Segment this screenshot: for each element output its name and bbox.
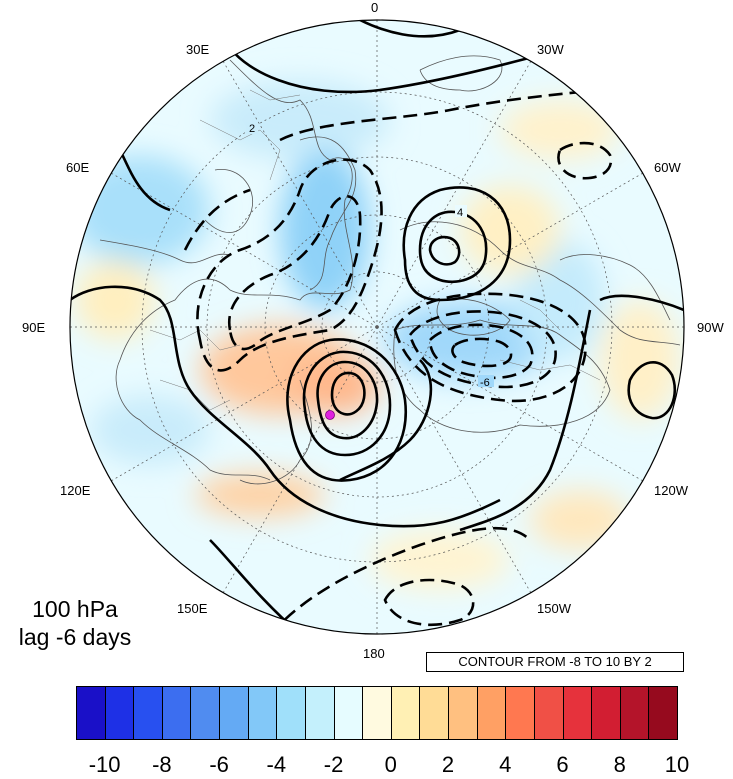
- contour-neg2: [183, 188, 251, 251]
- colorbar-tick-label: -8: [152, 752, 172, 777]
- colorbar-box: [333, 686, 364, 740]
- coastlines: [99, 55, 681, 485]
- colorbar-box: [505, 686, 535, 740]
- colorbar-box: [104, 686, 135, 740]
- contour-labels: 2 4 -6: [246, 122, 494, 389]
- lon-label-120e: 120E: [60, 483, 91, 498]
- colorbar-box: [591, 686, 621, 740]
- lon-label-30w: 30W: [537, 42, 564, 57]
- contour-neg4: [227, 195, 362, 351]
- contour-label-4: 4: [457, 207, 463, 219]
- lon-label-60e: 60E: [66, 160, 90, 175]
- contour-4: [302, 350, 392, 457]
- contour-label-2: 2: [249, 123, 255, 135]
- meridians: [70, 20, 684, 634]
- contour-2: [286, 338, 408, 482]
- colorbar-box: [362, 686, 392, 740]
- colorbar-tick-label: -2: [323, 752, 344, 777]
- colorbar-box: [476, 686, 507, 740]
- polar-map: 2 4 -6: [69, 19, 685, 635]
- contour-neg2: [557, 141, 613, 180]
- colorbar-box: [390, 686, 421, 740]
- colorbar-tick-label: 8: [613, 752, 626, 777]
- colorbar-tick-label: 0: [384, 752, 397, 777]
- lon-label-30e: 30E: [186, 42, 210, 57]
- contour-8: [330, 371, 366, 416]
- lon-label-90w: 90W: [697, 320, 724, 335]
- colorbar-box: [648, 686, 678, 740]
- lon-label-0: 0: [371, 0, 379, 15]
- contour-info-box: CONTOUR FROM -8 TO 10 BY 2: [426, 652, 684, 672]
- colorbar-box: [304, 686, 335, 740]
- negative-contours: [183, 88, 613, 634]
- lon-label-120w: 120W: [654, 483, 688, 498]
- contour-0: [627, 360, 677, 420]
- contour-0: [599, 294, 684, 312]
- contour-neg4: [408, 310, 557, 389]
- contour-6: [316, 360, 379, 440]
- colorbar-box: [619, 686, 650, 740]
- colorbar-box: [247, 686, 278, 740]
- contour-0: [459, 309, 592, 532]
- colorbar-box: [448, 686, 478, 740]
- colorbar-tick-label: 6: [556, 752, 569, 777]
- colorbar-tick-label: -4: [266, 752, 287, 777]
- contour-neg6: [428, 323, 534, 380]
- location-marker: [325, 410, 335, 420]
- contour-neg2: [269, 526, 531, 634]
- contour-neg2: [383, 578, 475, 627]
- contour-0: [359, 20, 461, 38]
- colorbar-tick-label: 4: [499, 752, 512, 777]
- colorbar-box: [276, 686, 306, 740]
- contour-neg2: [393, 292, 587, 403]
- contour-0: [118, 149, 171, 212]
- lon-label-150e: 150E: [177, 601, 208, 616]
- colorbar-box: [219, 686, 249, 740]
- colorbar-box: [533, 686, 564, 740]
- colorbar-box: [419, 686, 450, 740]
- lon-label-180: 180: [363, 646, 385, 661]
- colorbar-tick-label: -10: [88, 752, 121, 777]
- contour-neg2: [279, 88, 601, 142]
- lon-label-90e: 90E: [22, 320, 46, 335]
- colorbar-box: [133, 686, 163, 740]
- borders: [149, 89, 601, 411]
- title-lag: lag -6 days: [18, 624, 132, 650]
- contour-2: [402, 186, 512, 302]
- contour-0: [70, 285, 501, 528]
- colorbar-tick-label: 10: [664, 752, 690, 777]
- contour-0: [339, 359, 433, 482]
- colorbar-box: [161, 686, 192, 740]
- lon-label-150w: 150W: [537, 601, 571, 616]
- colorbar-box: [562, 686, 593, 740]
- contour-4: [418, 210, 488, 284]
- contour-6: [428, 235, 461, 266]
- lon-label-60w: 60W: [654, 160, 681, 175]
- map-border: [69, 19, 685, 635]
- colorbar-tick-label: -6: [209, 752, 229, 777]
- colorbar-tick-label: 2: [441, 752, 455, 777]
- contour-neg8: [451, 337, 513, 368]
- contour-label-neg6: -6: [480, 377, 490, 389]
- contour-neg2: [196, 158, 383, 372]
- colorbar-box: [76, 686, 106, 740]
- colorbar-box: [190, 686, 221, 740]
- title-level: 100 hPa: [32, 596, 118, 622]
